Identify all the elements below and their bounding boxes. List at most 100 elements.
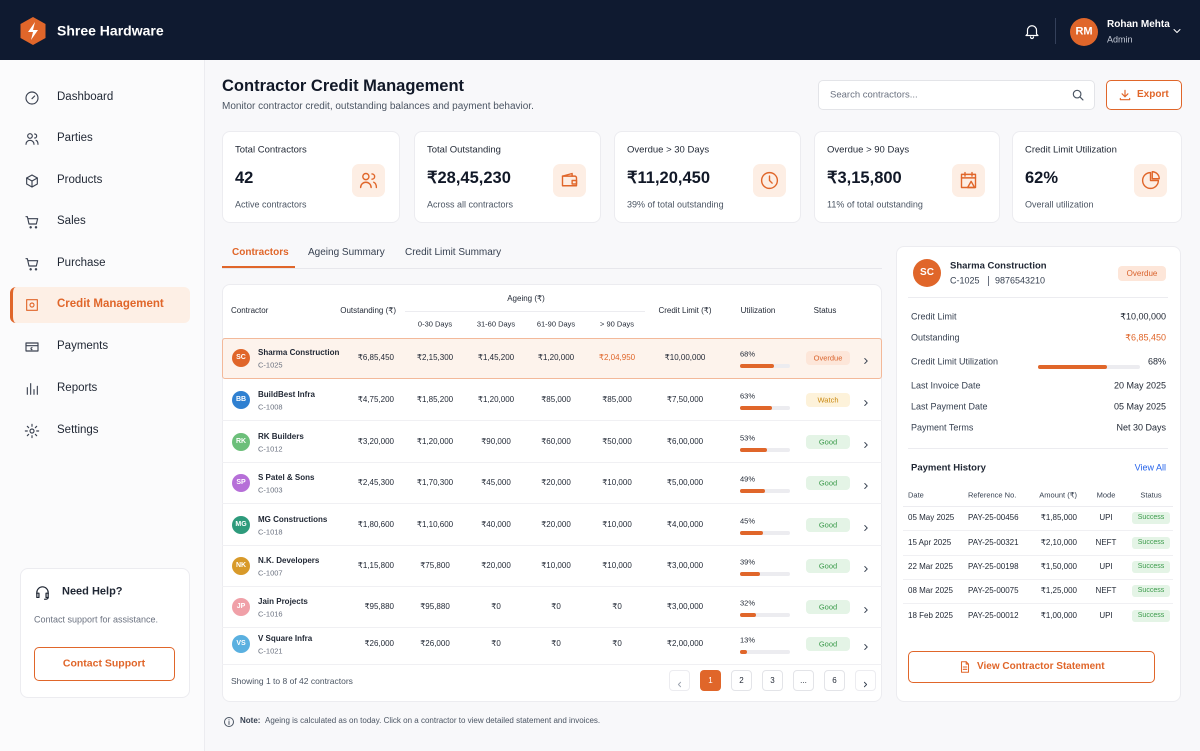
icon-svg xyxy=(561,172,578,187)
row-chevron xyxy=(861,478,871,489)
icon-path xyxy=(960,661,970,673)
kpi-note: 39% of total outstanding xyxy=(627,199,724,210)
detail-field-value: 68% xyxy=(1147,356,1166,367)
table-row[interactable] xyxy=(222,587,882,628)
icon-svg xyxy=(864,566,868,572)
nav-label[interactable]: Dashboard xyxy=(57,91,114,104)
contractor-avatar xyxy=(232,433,250,451)
utilization-label: 53% xyxy=(740,433,756,443)
export-label[interactable]: Export xyxy=(1137,89,1169,100)
statement-button[interactable] xyxy=(908,651,1155,683)
row-chevron xyxy=(861,520,871,531)
outstanding: ₹1,15,800 xyxy=(357,561,394,571)
icon-svg xyxy=(26,299,38,311)
icon-path xyxy=(1029,36,1035,40)
status-label: Good xyxy=(818,561,838,571)
icon-svg xyxy=(960,661,970,673)
nav-icon xyxy=(24,90,40,106)
kpi-icon xyxy=(759,170,780,191)
nav-icon xyxy=(24,214,40,230)
contractor-avatar xyxy=(232,598,250,616)
page-button[interactable] xyxy=(762,670,783,691)
history-header: Amount (₹) xyxy=(1039,490,1077,500)
nav-label[interactable]: Purchase xyxy=(57,257,106,270)
tab-active[interactable]: Contractors xyxy=(232,247,289,258)
detail-name: Sharma Construction xyxy=(950,260,1047,272)
credit-limit: ₹5,00,000 xyxy=(666,478,704,488)
user-avatar[interactable] xyxy=(1070,18,1098,46)
page-prev[interactable] xyxy=(669,670,690,691)
user-name: Rohan Mehta xyxy=(1107,19,1170,30)
nav-label[interactable]: Credit Management xyxy=(57,298,164,311)
utilization-label: 32% xyxy=(740,598,756,608)
credit-limit: ₹6,00,000 xyxy=(666,437,704,447)
page-number[interactable]: 6 xyxy=(832,676,837,686)
history-row-rule xyxy=(903,603,1173,604)
page-title: Contractor Credit Management xyxy=(222,77,465,96)
nav-item-active[interactable] xyxy=(10,287,190,323)
avatar-initials: MG xyxy=(235,520,247,528)
icon-svg xyxy=(24,423,40,439)
table-row-selected[interactable] xyxy=(222,338,882,379)
tab[interactable]: Credit Limit Summary xyxy=(405,247,502,258)
nav-icon xyxy=(24,423,40,439)
kpi-icon xyxy=(559,170,580,191)
icon-path xyxy=(768,175,773,184)
credit-limit: ₹3,00,000 xyxy=(666,602,704,612)
history-cell: UPI xyxy=(1099,611,1113,621)
page-number[interactable]: 3 xyxy=(770,676,775,686)
user-initials: RM xyxy=(1075,25,1093,38)
icon-path xyxy=(359,181,372,189)
page-number[interactable]: 1 xyxy=(708,676,713,686)
page-next[interactable] xyxy=(855,670,876,691)
export-button[interactable] xyxy=(1106,80,1182,110)
page-button[interactable] xyxy=(731,670,752,691)
table-row[interactable] xyxy=(222,463,882,504)
tab-underline xyxy=(222,266,295,268)
nav-label[interactable]: Reports xyxy=(57,382,98,395)
icon-path xyxy=(29,428,35,434)
page-button[interactable] xyxy=(824,670,845,691)
detail-field-label: Credit Limit xyxy=(911,311,957,322)
search-icon xyxy=(1071,88,1085,102)
user-role: Admin xyxy=(1107,34,1133,45)
nav-label[interactable]: Products xyxy=(57,174,103,187)
contractor-name: MG Constructions xyxy=(258,515,328,525)
utilization-bar xyxy=(740,364,774,368)
notification-bell[interactable] xyxy=(1023,22,1041,40)
history-cell: ₹1,85,000 xyxy=(1040,513,1077,523)
nav-label[interactable]: Parties xyxy=(57,132,93,145)
page-button[interactable] xyxy=(700,670,721,691)
view-all-link[interactable]: View All xyxy=(1134,462,1166,473)
status-label: Good xyxy=(818,602,838,612)
page-button[interactable] xyxy=(793,670,814,691)
status-pill xyxy=(806,637,850,651)
nav-label[interactable]: Settings xyxy=(57,424,99,437)
contact-button[interactable] xyxy=(34,647,175,681)
tab[interactable]: Ageing Summary xyxy=(308,247,385,258)
table-row[interactable] xyxy=(222,422,882,463)
table-row[interactable] xyxy=(222,546,882,587)
table-row[interactable] xyxy=(222,624,882,665)
page-number[interactable]: 2 xyxy=(739,676,744,686)
icon-svg xyxy=(1072,89,1084,101)
nav-label[interactable]: Sales xyxy=(57,215,86,228)
contractor-name: S Patel & Sons xyxy=(258,473,315,483)
nav-label[interactable]: Payments xyxy=(57,340,109,353)
utilization-bar xyxy=(740,650,747,654)
icon-svg xyxy=(25,342,39,352)
icon-path xyxy=(863,681,868,688)
icon-svg xyxy=(25,91,39,105)
contractor-name: Sharma Construction xyxy=(258,348,340,358)
contact-button-label[interactable]: Contact Support xyxy=(62,657,146,670)
contractor-avatar xyxy=(232,474,250,492)
contractor-code: C-1016 xyxy=(258,609,283,619)
statement-label[interactable]: View Contractor Statement xyxy=(977,661,1105,672)
page-number[interactable]: ... xyxy=(800,676,807,686)
icon-svg xyxy=(224,717,234,727)
table-row[interactable] xyxy=(222,505,882,546)
detail-field-value: ₹6,85,450 xyxy=(1125,332,1166,343)
table-row[interactable] xyxy=(222,380,882,421)
note-label: Note: xyxy=(240,716,261,726)
search-box[interactable] xyxy=(818,80,1095,110)
